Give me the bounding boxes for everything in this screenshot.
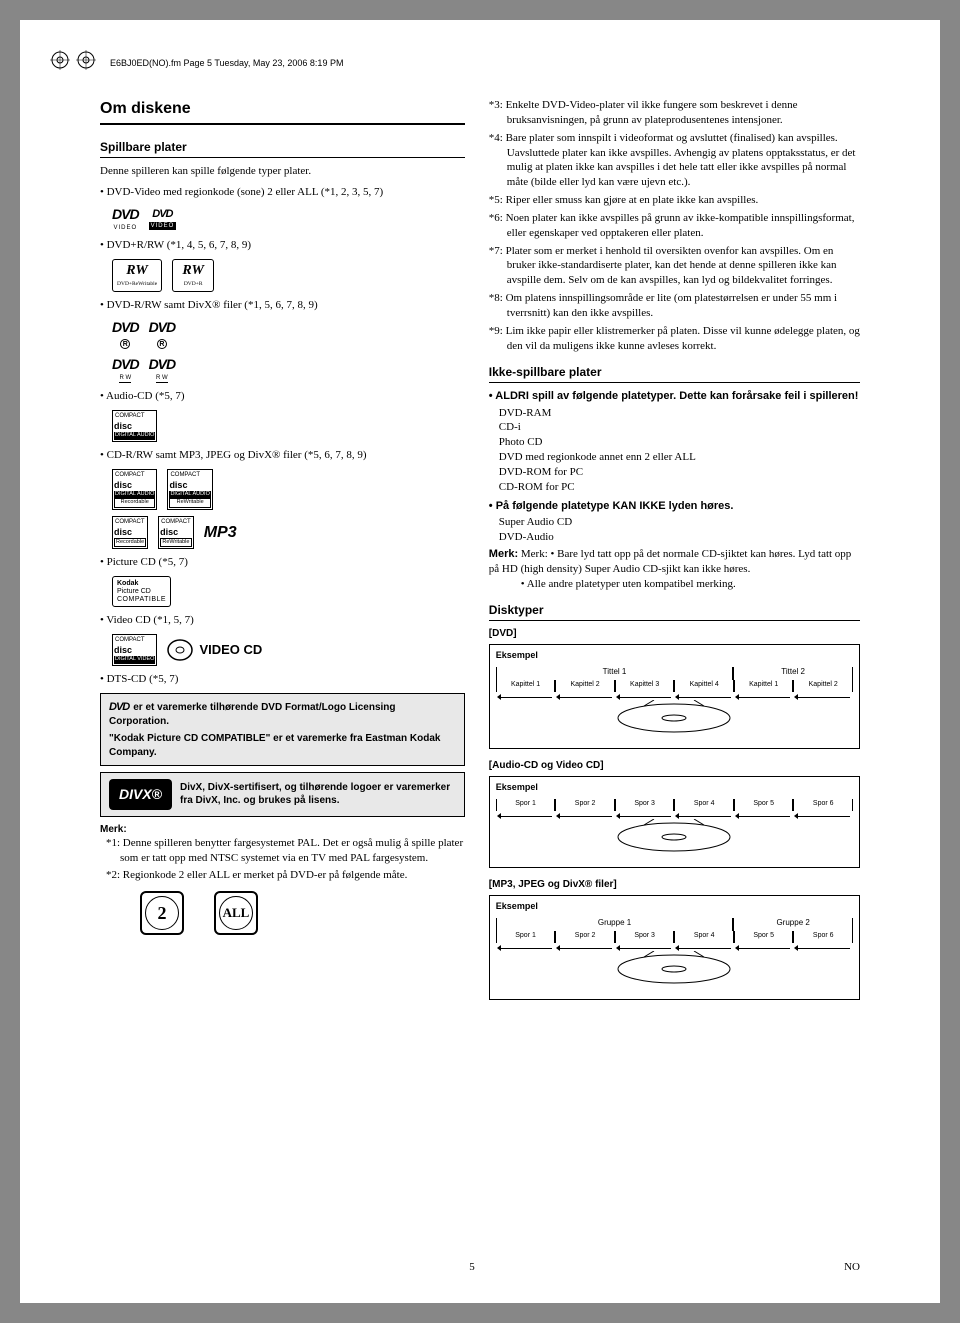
vcd-disc-icon: COMPACT disc DIGITAL VIDEO <box>112 634 157 666</box>
dvd-video-logo-icon: DVD VIDEO <box>112 205 139 232</box>
list-item: CD-ROM for PC <box>499 480 860 495</box>
disc-icon <box>614 700 734 736</box>
list-item: Photo CD <box>499 435 860 450</box>
divx-note-box: DIVX® DivX, DivX-sertifisert, og tilhøre… <box>100 772 465 817</box>
list-item: Super Audio CD <box>499 515 860 530</box>
list-item: DVD-Audio <box>499 530 860 545</box>
section-title: Om diskene <box>100 98 465 125</box>
cdr-recordable-icon-2: COMPACT disc Recordable <box>112 516 148 550</box>
bullet-dvd-r: • DVD-R/RW samt DivX® filer (*1, 5, 6, 7… <box>100 298 465 313</box>
bullet-cdr: • CD-R/RW samt MP3, JPEG og DivX® filer … <box>100 448 465 463</box>
page-footer: 5 NO <box>20 1261 940 1273</box>
disc-icon <box>614 819 734 855</box>
page: E6BJ0ED(NO).fm Page 5 Tuesday, May 23, 2… <box>20 20 940 1303</box>
footnote-7: *7: Plater som er merket i henhold til o… <box>489 244 860 289</box>
rw-dvdr-icon: RW DVD+R <box>172 259 214 291</box>
bullet-video-cd: • Video CD (*1, 5, 7) <box>100 613 465 628</box>
rw-rewritable-icon: RW DVD+ReWritable <box>112 259 162 291</box>
logo-row-dvdrw: DVD R W DVD R W <box>112 355 465 383</box>
logo-row-cdr2: COMPACT disc Recordable COMPACT disc ReW… <box>112 516 465 550</box>
list-item: DVD-RAM <box>499 406 860 421</box>
crop-marks <box>50 50 96 70</box>
mp3-label: [MP3, JPEG og DivX® filer] <box>489 878 860 892</box>
logo-row-cdr: COMPACT disc DIGITAL AUDIO Recordable CO… <box>112 469 465 510</box>
cdr-rewritable-icon: COMPACT disc DIGITAL AUDIO ReWritable <box>167 469 212 510</box>
subsection-nonplayable: Ikke-spillbare plater <box>489 364 860 383</box>
footnote-1: *1: Denne spilleren benytter fargesystem… <box>106 836 465 866</box>
mp3-logo-icon: MP3 <box>204 522 237 544</box>
logo-row-dvdr: DVD R DVD R <box>112 318 465 349</box>
footnote-3: *3: Enkelte DVD-Video-plater vil ikke fu… <box>489 98 860 128</box>
bullet-picture-cd: • Picture CD (*5, 7) <box>100 555 465 570</box>
warn-no-audio: • På følgende platetype KAN IKKE lyden h… <box>489 499 860 514</box>
footnote-2: *2: Regionkode 2 eller ALL er merket på … <box>106 868 465 883</box>
dvd-rw-icon-2: DVD R W <box>149 355 176 383</box>
cdr-rewritable-icon-2: COMPACT disc ReWritable <box>158 516 194 550</box>
merk-label: Merk: <box>100 823 465 837</box>
right-column: *3: Enkelte DVD-Video-plater vil ikke fu… <box>489 98 860 1010</box>
mp3-diagram: Eksempel Gruppe 1 Gruppe 2 Spor 1 Spor 2… <box>489 895 860 999</box>
list-item: DVD med regionkode annet enn 2 eller ALL <box>499 450 860 465</box>
footnote-4: *4: Bare plater som innspilt i videoform… <box>489 131 860 190</box>
bullet-dvd-video: • DVD-Video med regionkode (sone) 2 elle… <box>100 185 465 200</box>
compact-disc-icon: COMPACT disc DIGITAL AUDIO <box>112 410 157 442</box>
merk-audio: Merk: Merk: • Bare lyd tatt opp på det n… <box>489 547 860 577</box>
merk-other: • Alle andre platetyper uten kompatibel … <box>521 577 860 592</box>
page-number: 5 <box>469 1261 475 1273</box>
trademark-note-box: DVDer et varemerke tilhørende DVD Format… <box>100 693 465 766</box>
logo-row-vcd: COMPACT disc DIGITAL VIDEO VIDEO CD <box>112 634 465 666</box>
left-column: Om diskene Spillbare plater Denne spille… <box>100 98 465 1010</box>
region-badges: 2 ALL <box>140 891 465 935</box>
footnote-5: *5: Riper eller smuss kan gjøre at en pl… <box>489 193 860 208</box>
content: Om diskene Spillbare plater Denne spille… <box>70 98 890 1010</box>
subsection-playable: Spillbare plater <box>100 139 465 158</box>
footnote-8: *8: Om platens innspillingsområde er lit… <box>489 291 860 321</box>
list-item: DVD-ROM for PC <box>499 465 860 480</box>
logo-row-cd: COMPACT disc DIGITAL AUDIO <box>112 410 465 442</box>
lang-code: NO <box>844 1261 860 1273</box>
cdr-recordable-icon: COMPACT disc DIGITAL AUDIO Recordable <box>112 469 157 510</box>
dvd-rw-icon: DVD R W <box>112 355 139 383</box>
dvd-label: [DVD] <box>489 627 860 641</box>
dvd-video-logo-small-icon: DVD VIDEO <box>149 207 177 230</box>
intro-text: Denne spilleren kan spille følgende type… <box>100 164 465 179</box>
bullet-dts-cd: • DTS-CD (*5, 7) <box>100 672 465 687</box>
disc-icon <box>614 951 734 987</box>
audio-label: [Audio-CD og Video CD] <box>489 759 860 773</box>
header-filename: E6BJ0ED(NO).fm Page 5 Tuesday, May 23, 2… <box>110 58 890 68</box>
bullet-audio-cd: • Audio-CD (*5, 7) <box>100 389 465 404</box>
logo-row-rw: RW DVD+ReWritable RW DVD+R <box>112 259 465 291</box>
audio-diagram: Eksempel Spor 1 Spor 2 Spor 3 Spor 4 Spo… <box>489 776 860 868</box>
list-item: CD-i <box>499 420 860 435</box>
dvd-r-icon: DVD R <box>112 318 139 349</box>
subsection-disctypes: Disktyper <box>489 602 860 621</box>
footnote-9: *9: Lim ikke papir eller klistremerker p… <box>489 324 860 354</box>
video-cd-icon: VIDEO CD <box>167 637 262 663</box>
logo-row-kodak: Kodak Picture CD COMPATIBLE <box>112 576 465 607</box>
footnote-6: *6: Noen plater kan ikke avspilles på gr… <box>489 211 860 241</box>
warn-never-play: • ALDRI spill av følgende platetyper. De… <box>489 389 860 404</box>
divx-logo-icon: DIVX® <box>109 779 172 810</box>
region-all-icon: ALL <box>214 891 258 935</box>
dvd-r-icon-2: DVD R <box>149 318 176 349</box>
dvd-diagram: Eksempel Tittel 1 Tittel 2 Kapittel 1 Ka… <box>489 644 860 748</box>
logo-row-dvd: DVD VIDEO DVD VIDEO <box>112 205 465 232</box>
region-2-icon: 2 <box>140 891 184 935</box>
kodak-icon: Kodak Picture CD COMPATIBLE <box>112 576 171 607</box>
bullet-dvd-plus: • DVD+R/RW (*1, 4, 5, 6, 7, 8, 9) <box>100 238 465 253</box>
